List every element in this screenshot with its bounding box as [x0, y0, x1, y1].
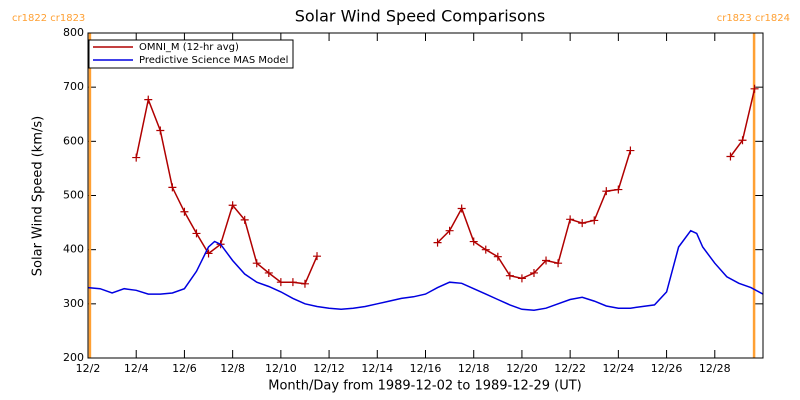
y-tick-label: 300: [63, 297, 84, 310]
y-tick-label: 200: [63, 351, 84, 364]
y-tick-label: 800: [63, 26, 84, 39]
y-tick-label: 500: [63, 189, 84, 202]
point-marker: [566, 215, 575, 224]
point-marker: [445, 226, 454, 235]
point-marker: [726, 152, 735, 161]
legend-label: OMNI_M (12-hr avg): [139, 42, 239, 53]
point-marker: [505, 271, 514, 280]
rotation-label: cr1823 cr1824: [717, 13, 790, 24]
legend-box: [88, 39, 294, 69]
y-tick-label: 400: [63, 243, 84, 256]
x-tick-label: 12/22: [554, 362, 586, 375]
point-marker: [578, 219, 587, 228]
x-tick-label: 12/14: [361, 362, 393, 375]
point-marker: [228, 201, 237, 210]
point-marker: [590, 216, 599, 225]
point-marker: [554, 259, 563, 268]
x-tick-label: 12/26: [651, 362, 683, 375]
x-axis-title: Month/Day from 1989-12-02 to 1989-12-29 …: [268, 379, 581, 394]
point-marker: [433, 238, 442, 247]
point-marker: [288, 278, 297, 287]
point-marker: [132, 153, 141, 162]
point-marker: [240, 215, 249, 224]
x-tick-label: 12/10: [265, 362, 297, 375]
chart-title: Solar Wind Speed Comparisons: [295, 7, 546, 26]
y-axis-title: Solar Wind Speed (km/s): [31, 116, 46, 276]
x-tick-label: 12/28: [699, 362, 731, 375]
point-marker: [517, 274, 526, 283]
point-marker: [144, 95, 153, 104]
point-marker: [614, 185, 623, 194]
x-tick-label: 12/2: [76, 362, 101, 375]
point-marker: [750, 84, 759, 93]
point-marker: [602, 187, 611, 196]
point-marker: [156, 126, 165, 135]
point-marker: [493, 252, 502, 261]
point-marker: [252, 259, 261, 268]
x-tick-label: 12/4: [124, 362, 149, 375]
point-marker: [264, 268, 273, 277]
point-marker: [457, 204, 466, 213]
x-tick-label: 12/12: [313, 362, 345, 375]
point-marker: [313, 252, 322, 261]
point-marker: [192, 229, 201, 238]
plot-frame: [87, 32, 764, 359]
x-tick-label: 12/8: [220, 362, 245, 375]
point-marker: [542, 256, 551, 265]
y-tick-label: 600: [63, 134, 84, 147]
point-marker: [481, 245, 490, 254]
x-tick-label: 12/18: [458, 362, 490, 375]
legend-label: Predictive Science MAS Model: [139, 55, 288, 66]
x-tick-label: 12/16: [410, 362, 442, 375]
point-marker: [469, 237, 478, 246]
point-marker: [738, 136, 747, 145]
point-marker: [276, 278, 285, 287]
point-marker: [168, 183, 177, 192]
point-marker: [180, 207, 189, 216]
point-marker: [300, 279, 309, 288]
point-marker: [626, 146, 635, 155]
x-tick-label: 12/24: [603, 362, 635, 375]
series-line: [87, 229, 764, 312]
y-tick-label: 700: [63, 80, 84, 93]
x-tick-label: 12/20: [506, 362, 538, 375]
point-marker: [529, 268, 538, 277]
rotation-label: cr1822 cr1823: [12, 13, 85, 24]
x-tick-label: 12/6: [172, 362, 197, 375]
